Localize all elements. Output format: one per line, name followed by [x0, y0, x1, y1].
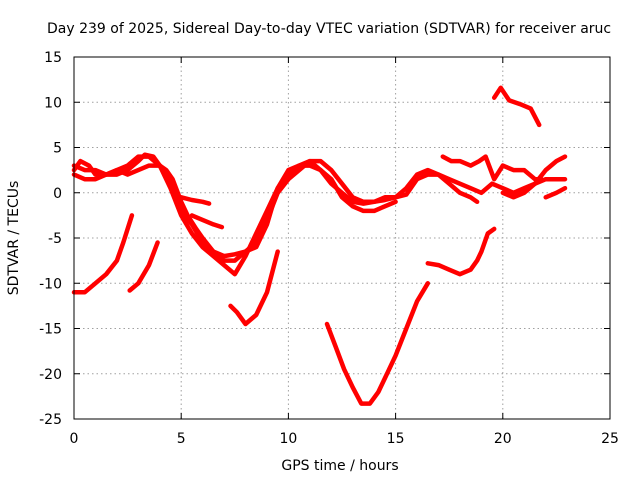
y-tick-label: -5: [48, 231, 62, 247]
x-axis-label: GPS time / hours: [281, 458, 398, 474]
x-tick-label: 5: [177, 431, 186, 447]
series-arc-13: [500, 154, 568, 200]
series-arc-11: [491, 85, 542, 128]
chart-title: Day 239 of 2025, Sidereal Day-to-day VTE…: [47, 21, 611, 37]
y-tick-label: -10: [39, 276, 62, 292]
data-series: [71, 85, 568, 406]
y-tick-label: -25: [39, 412, 62, 428]
y-tick-label: 5: [53, 141, 62, 157]
y-tick-label: -20: [39, 367, 62, 383]
y-tick-label: -15: [39, 322, 62, 338]
series-arc-9: [324, 281, 431, 406]
axis-ticks: 0 5 10 15 20 25 -25 -20 -15 -10 -5 0 5 10 15: [39, 50, 619, 447]
series-arc-4: [71, 213, 135, 295]
y-tick-label: 10: [44, 95, 62, 111]
series-arc-5: [127, 240, 160, 293]
x-tick-label: 20: [494, 431, 512, 447]
x-tick-label: 15: [387, 431, 405, 447]
x-tick-label: 25: [601, 431, 619, 447]
y-tick-label: 15: [44, 50, 62, 66]
series-arc-12: [440, 154, 544, 182]
y-axis-label: SDTVAR / TECUs: [6, 181, 22, 296]
series-arc-14: [543, 185, 568, 200]
series-arc-10: [425, 226, 497, 277]
x-tick-label: 10: [279, 431, 297, 447]
series-arc-7: [189, 213, 225, 230]
x-tick-label: 0: [70, 431, 79, 447]
series-arc-2: [71, 152, 398, 277]
series-arc-6: [178, 195, 212, 206]
series-arc-3: [71, 154, 480, 259]
y-tick-label: 0: [53, 186, 62, 202]
series-arc-8: [228, 249, 280, 327]
